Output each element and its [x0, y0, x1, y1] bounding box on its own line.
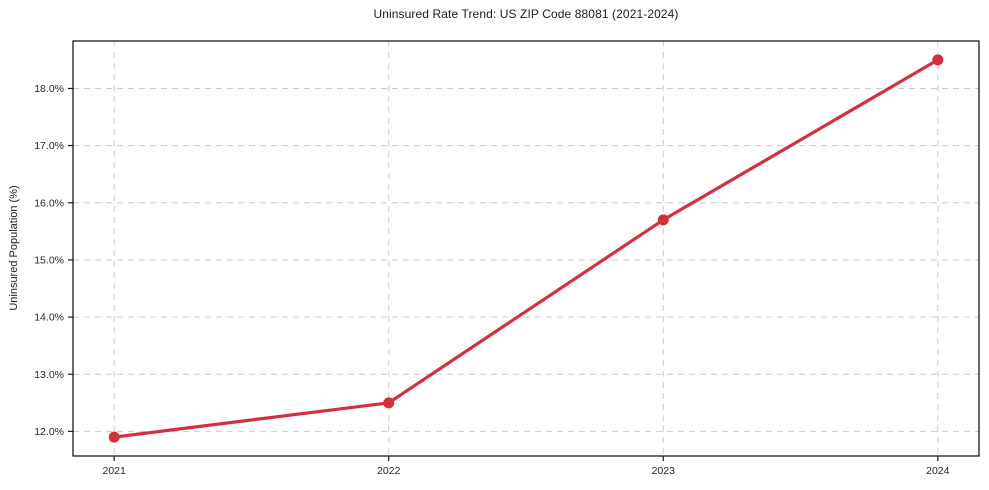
y-tick-label: 13.0% — [34, 369, 64, 381]
y-tick-label: 12.0% — [34, 426, 64, 438]
y-tick-label: 17.0% — [34, 140, 64, 152]
y-tick-label: 18.0% — [34, 83, 64, 95]
x-tick-label: 2023 — [652, 465, 676, 477]
x-tick-label: 2022 — [377, 465, 401, 477]
data-point — [383, 397, 395, 409]
y-tick-label: 16.0% — [34, 197, 64, 209]
x-tick-label: 2021 — [103, 465, 127, 477]
plot-border — [72, 40, 980, 457]
y-tick-label: 15.0% — [34, 254, 64, 266]
trend-line — [112, 58, 940, 439]
x-tick-label: 2024 — [926, 465, 950, 477]
y-tick-label: 14.0% — [34, 312, 64, 324]
data-point — [657, 214, 669, 226]
data-point — [932, 54, 944, 66]
chart-title: Uninsured Rate Trend: US ZIP Code 88081 … — [373, 7, 679, 21]
data-point — [108, 431, 120, 443]
